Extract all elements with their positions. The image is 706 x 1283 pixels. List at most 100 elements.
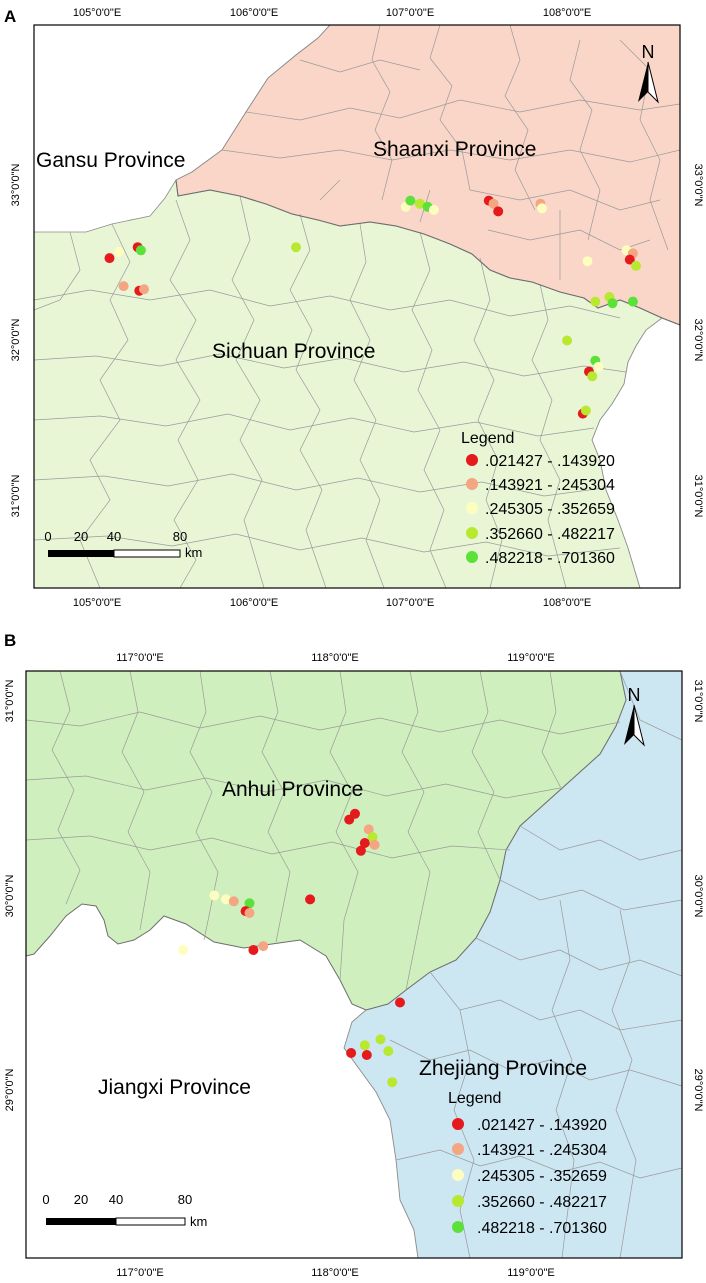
region-label-sichuan: Sichuan Province — [212, 340, 375, 363]
sample-point — [405, 195, 416, 206]
bottom-tick-label: 117°0'0"E — [116, 1267, 164, 1279]
legend-swatch — [466, 527, 478, 539]
scale-label: 80 — [178, 1192, 192, 1207]
top-tick-label: 107°0'0"E — [386, 7, 434, 19]
sample-point — [305, 894, 316, 905]
sample-point — [221, 894, 231, 905]
left-tick-label: 29°0'0"N — [4, 1069, 16, 1112]
north-label: N — [628, 685, 641, 705]
sample-point — [395, 997, 405, 1008]
left-tick-label: 32°0'0"N — [10, 319, 22, 362]
sample-point — [580, 405, 591, 416]
scale-unit: km — [190, 1214, 207, 1229]
sample-point — [537, 203, 547, 214]
sample-point — [624, 254, 635, 265]
legend-item-label: .143921 - .245304 — [477, 1142, 607, 1159]
scale-label: 80 — [173, 529, 187, 544]
legend-swatch — [466, 502, 478, 514]
sample-point — [346, 1048, 357, 1058]
north-arrow-b: N — [624, 685, 645, 747]
top-tick-label: 106°0'0"E — [230, 7, 278, 19]
scale-label: 0 — [44, 529, 51, 544]
legend-item-label: .352660 - .482217 — [485, 526, 615, 543]
region-label-jiangxi: Jiangxi Province — [98, 1076, 251, 1099]
top-tick-label: 117°0'0"E — [116, 652, 164, 664]
top-tick-label: 119°0'0"E — [507, 652, 555, 664]
sample-point — [113, 246, 124, 257]
sample-point — [587, 371, 598, 382]
sample-point — [118, 281, 129, 292]
north-label: N — [642, 42, 655, 62]
sample-point — [582, 256, 593, 267]
scale-bar-b: 0 20 40 80 km — [42, 1192, 207, 1229]
panel-letter-b: B — [4, 631, 16, 650]
legend-swatch — [452, 1143, 464, 1155]
left-tick-label: 31°0'0"N — [10, 475, 22, 518]
region-label-anhui: Anhui Province — [222, 778, 363, 801]
scale-unit: km — [185, 545, 202, 560]
legend-item-label: .482218 - .701360 — [477, 1220, 607, 1237]
top-tick-label: 105°0'0"E — [73, 7, 121, 19]
bottom-tick-label: 108°0'0"E — [543, 597, 591, 609]
county-boundaries — [26, 671, 682, 1258]
sample-point — [244, 898, 255, 909]
sample-point — [607, 298, 618, 309]
panel-letter-a: A — [4, 7, 16, 26]
sample-point — [375, 1034, 386, 1045]
sample-point — [135, 245, 146, 256]
legend-item-label: .245305 - .352659 — [485, 501, 615, 518]
panel-a: A 105°0'0"E 106°0'0"E 107°0'0"E 108°0'0"… — [4, 7, 704, 609]
scale-bar-a: 0 20 40 80 km — [44, 529, 202, 560]
legend-swatch — [466, 478, 478, 490]
bottom-tick-label: 119°0'0"E — [507, 1267, 555, 1279]
right-tick-label: 31°0'0"N — [692, 680, 704, 723]
legend-b: Legend .021427 - .143920 .143921 - .2453… — [448, 1090, 607, 1237]
legend-item-label: .021427 - .143920 — [485, 453, 615, 470]
top-tick-label: 108°0'0"E — [543, 7, 591, 19]
legend-item-label: .021427 - .143920 — [477, 1117, 607, 1134]
right-tick-label: 29°0'0"N — [692, 1069, 704, 1112]
sample-point — [139, 284, 149, 295]
sample-point — [627, 296, 638, 307]
sample-point — [350, 808, 360, 819]
left-tick-label: 31°0'0"N — [4, 680, 16, 723]
scale-label: 40 — [107, 529, 121, 544]
legend-item-label: .143921 - .245304 — [485, 477, 615, 494]
sample-point — [359, 838, 370, 848]
scale-label: 20 — [74, 529, 88, 544]
sample-point — [361, 1050, 372, 1060]
sample-point — [359, 1040, 370, 1051]
sample-point — [363, 824, 374, 835]
outside-area — [591, 317, 680, 588]
north-arrow-a: N — [638, 42, 659, 104]
left-tick-label: 30°0'0"N — [4, 875, 16, 918]
left-tick-label: 33°0'0"N — [10, 164, 22, 207]
sample-point — [209, 890, 220, 901]
legend-a: Legend .021427 - .143920 .143921 - .2453… — [461, 430, 615, 567]
legend-swatch — [452, 1169, 464, 1181]
top-tick-label: 118°0'0"E — [311, 652, 359, 664]
sample-point — [228, 896, 239, 907]
sample-point — [414, 198, 425, 209]
legend-swatch — [452, 1195, 464, 1207]
sample-point — [291, 242, 301, 253]
legend-title: Legend — [461, 430, 514, 447]
sample-point — [387, 1077, 398, 1088]
legend-item-label: .482218 - .701360 — [485, 550, 615, 567]
scale-label: 20 — [74, 1192, 88, 1207]
legend-swatch — [452, 1118, 464, 1130]
right-tick-label: 31°0'0"N — [692, 475, 704, 518]
legend-swatch — [452, 1221, 464, 1233]
sample-point — [562, 335, 573, 346]
legend-item-label: .352660 - .482217 — [477, 1194, 607, 1211]
sample-point — [178, 945, 188, 955]
panel-b: B 117°0'0"E 118°0'0"E 119°0'0"E 117°0'0"… — [4, 631, 704, 1279]
sample-point — [488, 198, 499, 209]
scale-label: 0 — [42, 1192, 49, 1207]
sample-point — [590, 296, 601, 307]
region-label-shaanxi: Shaanxi Province — [373, 138, 536, 161]
sample-point — [367, 832, 378, 843]
sample-point — [355, 845, 366, 856]
shaanxi-border — [175, 179, 680, 326]
